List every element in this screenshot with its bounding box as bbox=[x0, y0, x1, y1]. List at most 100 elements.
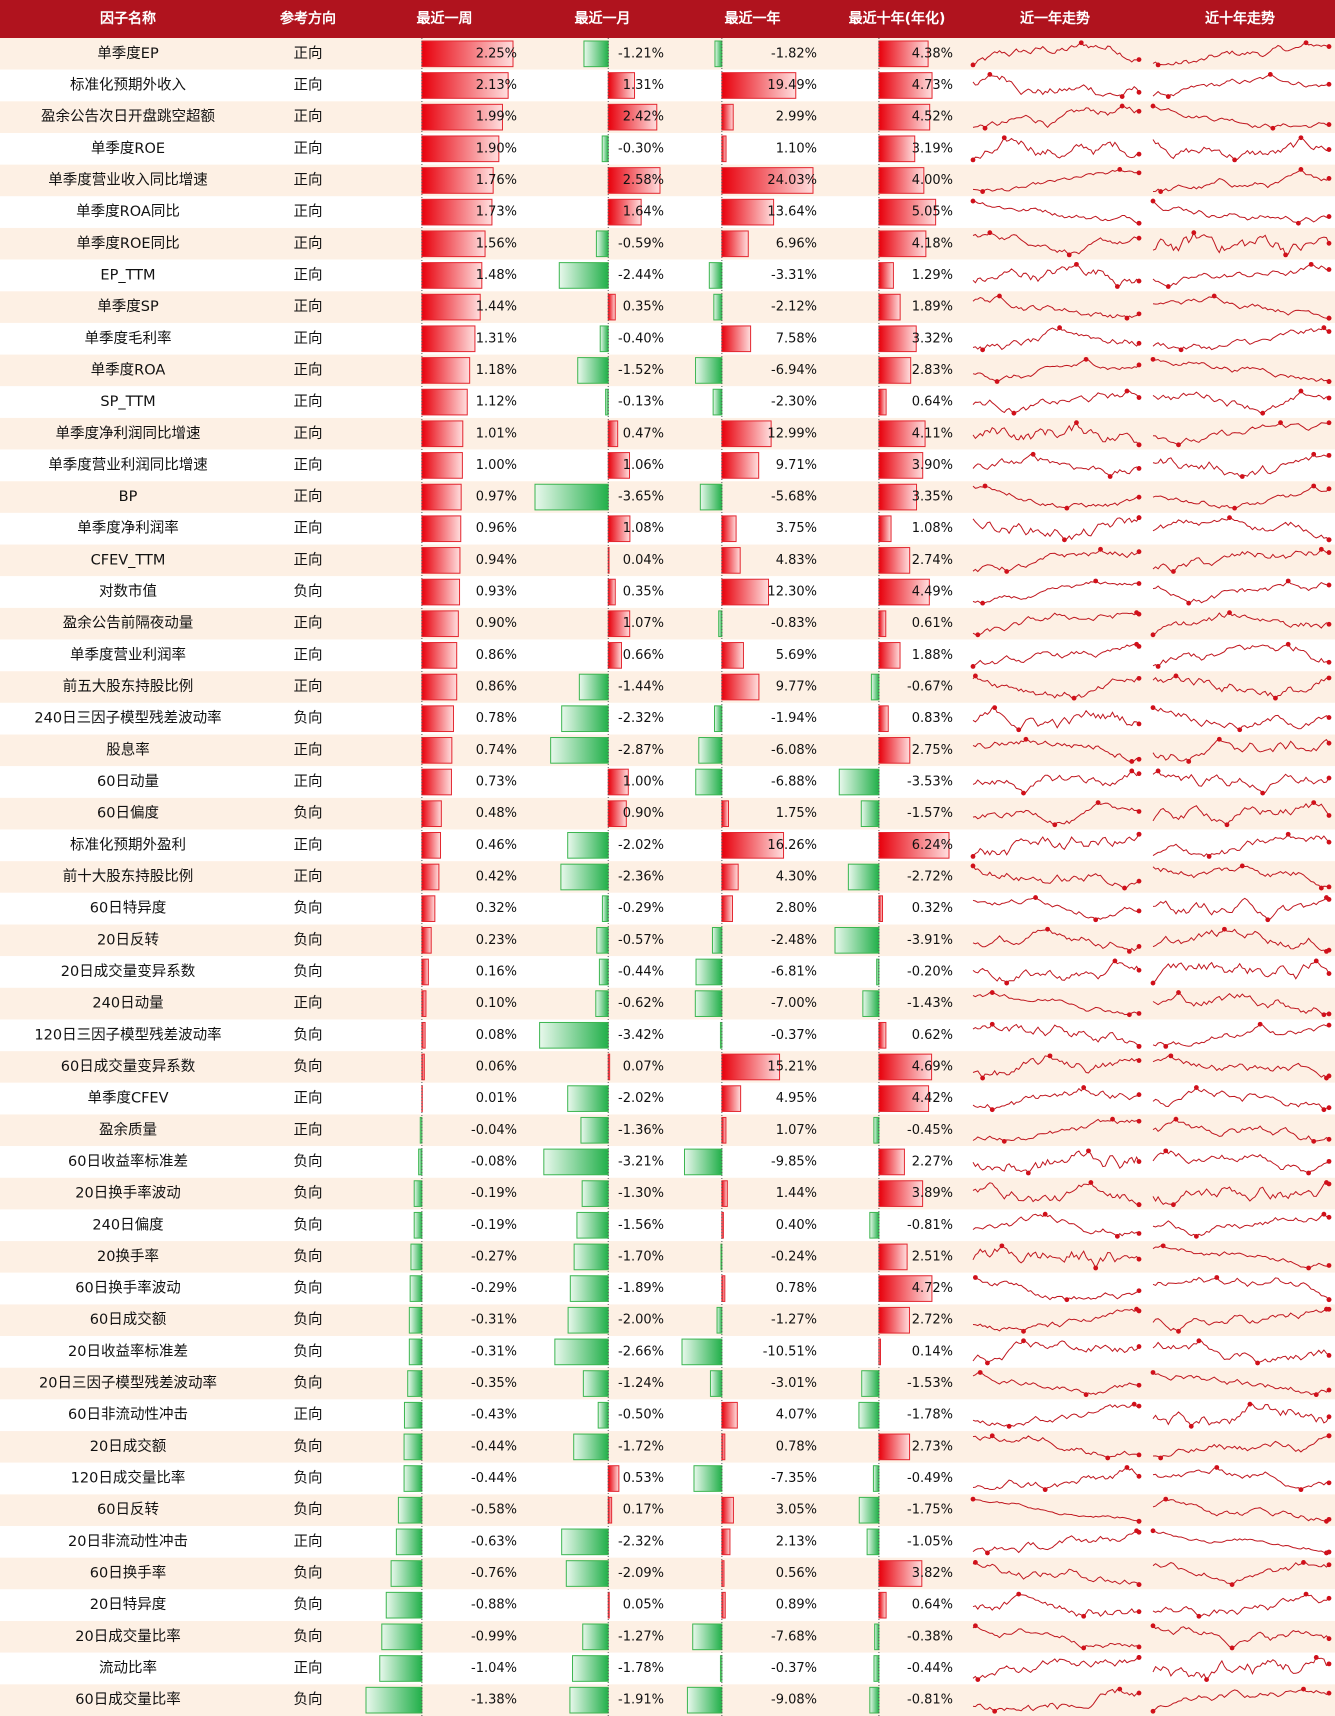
trend-marker bbox=[1326, 813, 1332, 818]
trend-marker bbox=[1126, 1012, 1132, 1018]
negative-bar bbox=[695, 958, 723, 986]
trend-marker bbox=[1193, 1085, 1199, 1090]
value-label: 0.07% bbox=[623, 1059, 664, 1074]
trend-marker bbox=[1136, 1043, 1142, 1049]
trend-marker bbox=[1114, 1233, 1120, 1239]
trend-marker bbox=[1265, 917, 1271, 923]
direction: 正向 bbox=[294, 1090, 323, 1107]
positive-bar bbox=[421, 705, 454, 733]
value-label: 5.05% bbox=[912, 205, 953, 220]
trend-marker bbox=[1136, 494, 1142, 500]
trend-sparkline bbox=[1152, 1086, 1330, 1111]
row-background bbox=[0, 607, 1335, 640]
factor-name: 单季度毛利率 bbox=[85, 330, 172, 347]
negative-bar bbox=[694, 990, 723, 1017]
value-label: -1.43% bbox=[907, 996, 953, 1011]
trend-marker bbox=[1042, 1487, 1048, 1493]
trend-marker bbox=[1124, 388, 1130, 394]
positive-bar bbox=[421, 230, 486, 258]
value-label: -6.94% bbox=[771, 363, 817, 378]
trend-marker bbox=[1150, 103, 1156, 109]
row-background bbox=[0, 639, 1335, 672]
trend-marker bbox=[1326, 267, 1332, 272]
value-label: 4.73% bbox=[912, 78, 953, 93]
value-label: 1.75% bbox=[776, 806, 817, 821]
trend-marker bbox=[1163, 1043, 1169, 1049]
trend-marker bbox=[1095, 800, 1101, 805]
factor-name: 前五大股东持股比例 bbox=[63, 678, 194, 695]
trend-marker bbox=[1021, 1338, 1026, 1344]
value-label: -3.42% bbox=[618, 1028, 664, 1043]
value-label: -2.02% bbox=[618, 1091, 664, 1106]
trend-sparkline bbox=[1152, 358, 1330, 382]
trend-marker bbox=[1206, 854, 1212, 859]
header-cell: 最近十年(年化) bbox=[849, 10, 946, 27]
trend-marker bbox=[1326, 214, 1332, 219]
trend-marker bbox=[1021, 790, 1026, 796]
trend-marker bbox=[1081, 1085, 1087, 1090]
trend-marker bbox=[1136, 1529, 1142, 1535]
direction: 正向 bbox=[294, 456, 323, 473]
value-label: -0.44% bbox=[907, 1661, 953, 1676]
value-label: -0.99% bbox=[471, 1629, 517, 1644]
trend-marker bbox=[970, 157, 976, 163]
value-label: 2.99% bbox=[776, 110, 817, 125]
row-background bbox=[0, 861, 1335, 893]
trend-sparkline bbox=[972, 517, 1140, 541]
positive-bar bbox=[421, 357, 471, 384]
direction: 负向 bbox=[294, 1565, 323, 1582]
trend-sparkline bbox=[972, 390, 1140, 414]
negative-bar bbox=[582, 1370, 609, 1397]
trend-marker bbox=[1006, 1423, 1012, 1429]
trend-marker bbox=[1047, 1053, 1053, 1059]
positive-bar bbox=[421, 167, 494, 194]
value-label: 0.14% bbox=[912, 1344, 953, 1359]
trend-sparkline bbox=[1152, 833, 1330, 858]
value-label: -1.70% bbox=[618, 1249, 664, 1264]
value-label: -0.81% bbox=[907, 1693, 953, 1708]
value-label: -1.24% bbox=[618, 1376, 664, 1391]
trend-marker bbox=[1176, 990, 1181, 995]
value-label: -0.19% bbox=[471, 1186, 517, 1201]
value-label: 4.07% bbox=[776, 1408, 817, 1423]
negative-bar bbox=[408, 1338, 423, 1366]
positive-bar bbox=[607, 1053, 611, 1081]
trend-sparkline bbox=[1152, 517, 1330, 541]
trend-marker bbox=[1326, 395, 1332, 401]
trend-sparkline bbox=[972, 1530, 1140, 1554]
trend-marker bbox=[1214, 1275, 1220, 1280]
value-label: 0.47% bbox=[623, 426, 664, 441]
row-background bbox=[0, 797, 1335, 830]
trend-marker bbox=[1136, 831, 1142, 837]
direction: 正向 bbox=[294, 266, 323, 283]
factor-name: 单季度净利润率 bbox=[77, 520, 179, 537]
value-label: -1.72% bbox=[618, 1439, 664, 1454]
trend-marker bbox=[1136, 89, 1142, 95]
value-label: -2.87% bbox=[618, 743, 664, 758]
row-background bbox=[0, 196, 1335, 228]
trend-marker bbox=[1298, 135, 1304, 141]
value-label: -2.36% bbox=[618, 870, 664, 885]
trend-marker bbox=[1326, 537, 1332, 543]
trend-sparkline bbox=[972, 738, 1140, 762]
value-label: 1.56% bbox=[476, 236, 517, 251]
trend-marker bbox=[1071, 695, 1077, 701]
trend-sparkline bbox=[1152, 1435, 1330, 1459]
trend-marker bbox=[1150, 356, 1156, 362]
trend-marker bbox=[1165, 94, 1171, 99]
trend-marker bbox=[1158, 1455, 1164, 1461]
value-label: -1.82% bbox=[771, 46, 817, 61]
value-label: -1.57% bbox=[907, 806, 953, 821]
positive-bar bbox=[721, 673, 760, 701]
row-background bbox=[0, 101, 1335, 133]
trend-sparkline bbox=[1152, 770, 1330, 794]
trend-sparkline bbox=[972, 200, 1140, 224]
trend-marker bbox=[1267, 72, 1273, 77]
trend-marker bbox=[1136, 721, 1142, 727]
value-label: -2.02% bbox=[618, 838, 664, 853]
positive-bar bbox=[721, 895, 733, 922]
value-label: 0.61% bbox=[912, 616, 953, 631]
positive-bar bbox=[607, 452, 631, 479]
row-background bbox=[0, 1019, 1335, 1052]
value-label: -0.30% bbox=[618, 141, 664, 156]
